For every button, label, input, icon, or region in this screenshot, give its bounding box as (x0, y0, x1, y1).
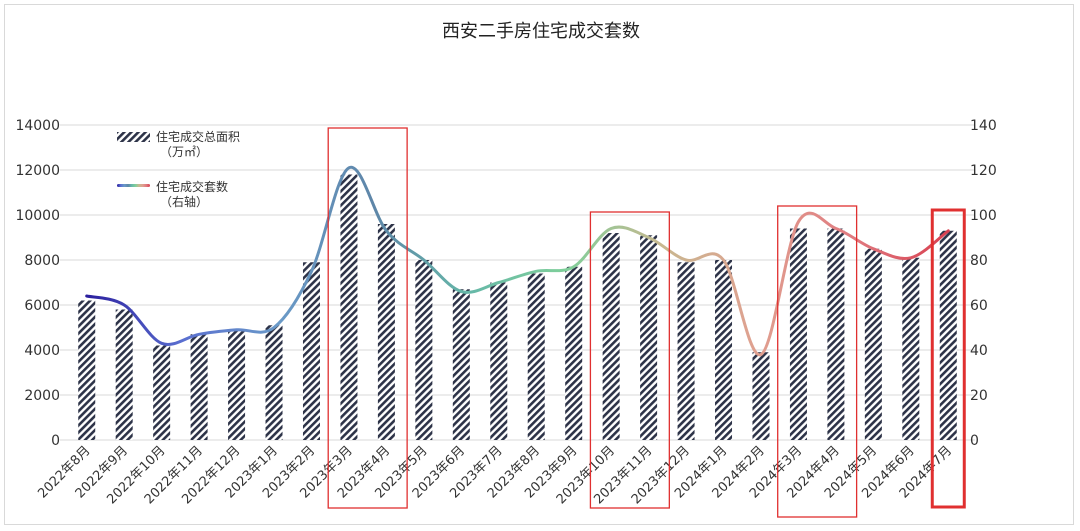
bar (490, 282, 508, 440)
y-left-tick-label: 8000 (24, 253, 60, 269)
legend: 住宅成交总面积 （万㎡） 住宅成交套数 （右轴） (117, 129, 240, 209)
y-left-tick-label: 4000 (24, 343, 60, 359)
bar (78, 300, 96, 440)
bar (677, 262, 695, 440)
legend-bar-label-2: （万㎡） (160, 145, 208, 159)
bar (228, 329, 246, 440)
bar (415, 260, 433, 440)
x-axis: 2022年8月2022年9月2022年10月2022年11月2022年12月20… (35, 443, 955, 507)
bar (939, 230, 957, 440)
legend-line-swatch (117, 184, 150, 187)
bar (715, 260, 733, 440)
y-left-tick-label: 0 (51, 433, 60, 449)
y-left-tick-label: 14000 (15, 118, 60, 134)
y-right-tick-label: 120 (970, 163, 997, 179)
bar (265, 325, 283, 440)
bar-series (78, 174, 957, 440)
legend-line-label-1: 住宅成交套数 (156, 179, 228, 194)
y-right-tick-label: 100 (970, 208, 997, 224)
gridlines (60, 124, 975, 441)
highlight-box (327, 127, 408, 509)
bar (602, 233, 620, 440)
line-path (85, 165, 950, 357)
line-series (85, 165, 950, 357)
bar (827, 228, 845, 440)
y-axis-left: 0 2000 4000 6000 8000 10000 12000 14000 (15, 118, 60, 449)
bar (640, 235, 658, 440)
bar (789, 228, 807, 440)
y-right-tick-label: 140 (970, 118, 997, 134)
bar (302, 262, 320, 440)
bar (340, 174, 358, 440)
y-right-tick-label: 20 (970, 388, 988, 404)
bar (864, 248, 882, 440)
y-right-tick-label: 40 (970, 343, 988, 359)
y-left-tick-label: 6000 (24, 298, 60, 314)
highlight-box (589, 211, 670, 509)
y-left-tick-label: 12000 (15, 163, 60, 179)
y-left-tick-label: 2000 (24, 388, 60, 404)
bar (752, 352, 770, 440)
y-axis-right: 0 20 40 60 80 100 120 140 (970, 118, 997, 449)
bar (153, 345, 171, 440)
y-right-tick-label: 80 (970, 253, 988, 269)
bar (902, 257, 920, 440)
bar (190, 334, 208, 440)
y-right-tick-label: 0 (970, 433, 979, 449)
bar (527, 273, 545, 440)
legend-bar-label-1: 住宅成交总面积 (156, 129, 240, 144)
bar (565, 266, 583, 440)
y-left-tick-label: 10000 (15, 208, 60, 224)
y-right-tick-label: 60 (970, 298, 988, 314)
bar (377, 224, 395, 440)
highlight-box (777, 205, 858, 518)
legend-bar-swatch (117, 132, 150, 142)
legend-line-label-2: （右轴） (160, 194, 208, 209)
highlight-boxes (327, 127, 966, 518)
bar (115, 309, 133, 440)
chart-title: 西安二手房住宅成交套数 (442, 21, 640, 42)
bar (452, 289, 470, 440)
highlight-box (930, 208, 966, 509)
